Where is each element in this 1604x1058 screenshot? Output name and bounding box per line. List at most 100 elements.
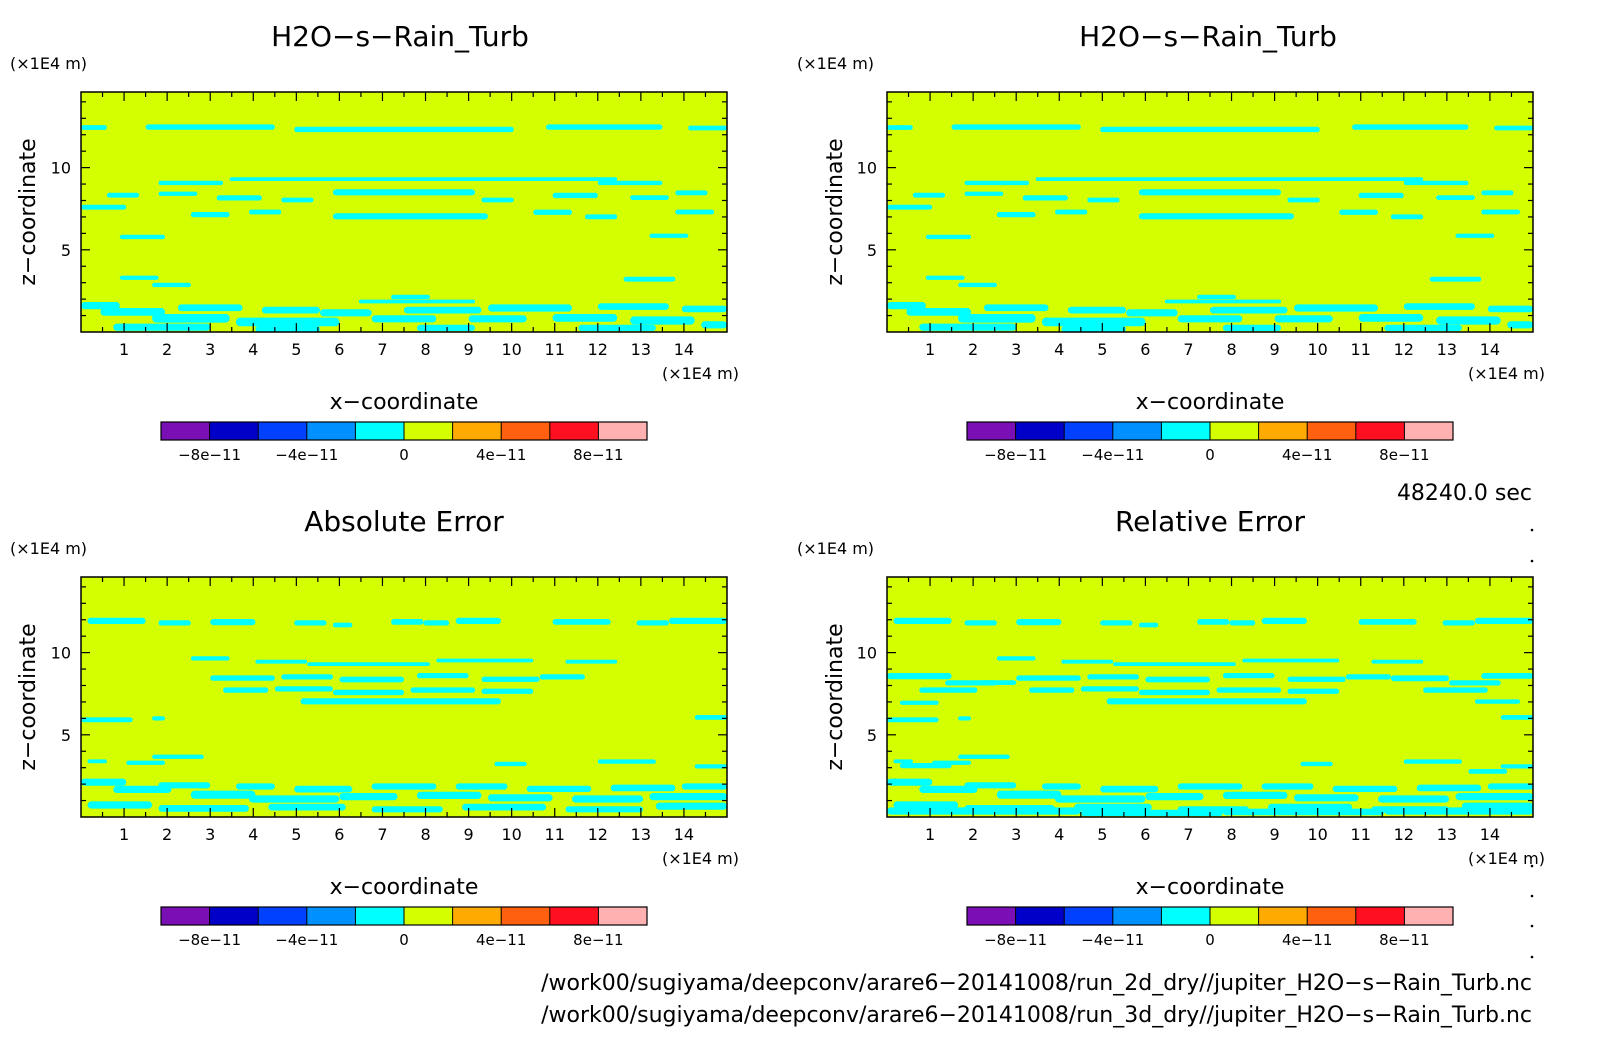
contour-region [1449, 680, 1501, 686]
contour-region [455, 783, 508, 790]
x-tick-label: 7 [1183, 825, 1193, 844]
colorbar-label: −4e−11 [275, 446, 338, 464]
x-tick-label: 9 [1270, 340, 1280, 359]
contour-region [1229, 620, 1256, 626]
contour-region [1067, 306, 1126, 314]
x-tick-label: 12 [588, 340, 608, 359]
contour-region [190, 656, 230, 661]
contour-region [1487, 783, 1533, 790]
contour-region [416, 324, 475, 331]
contour-region [1138, 689, 1210, 696]
contour-region [1358, 192, 1404, 199]
contour-region [1138, 213, 1294, 220]
contour-region [404, 306, 482, 314]
contour-region [977, 680, 1017, 685]
contour-region [1022, 195, 1068, 201]
colorbar-swatch [355, 422, 405, 440]
contour-region [190, 790, 256, 799]
x-tick-label: 13 [1437, 825, 1457, 844]
contour-region [481, 676, 540, 682]
y-tick-label: 10 [857, 159, 877, 178]
x-tick-label: 13 [631, 825, 651, 844]
contour-region [636, 620, 669, 626]
contour-region [126, 760, 165, 765]
x-tick-label: 6 [334, 825, 344, 844]
contour-region [249, 795, 340, 803]
colorbar-swatch [1307, 907, 1357, 925]
colorbar-swatch [209, 907, 259, 925]
colorbar-label: −4e−11 [275, 931, 338, 949]
footer-path-3d: /work00/sugiyama/deepconv/arare6−2014100… [541, 1003, 1532, 1028]
contour-region [552, 314, 618, 322]
colorbar-swatch [161, 907, 211, 925]
contour-region [1145, 676, 1210, 683]
x-tick-label: 3 [1011, 825, 1021, 844]
contour-region [223, 687, 269, 693]
contour-region [1100, 785, 1159, 793]
contour-region [1287, 688, 1340, 694]
x-axis-label: x−coordinate [1136, 875, 1285, 900]
contour-region [1087, 674, 1139, 680]
contour-region [983, 304, 1049, 312]
contour-region [332, 622, 353, 628]
x-tick-label: 1 [925, 825, 935, 844]
contour-region [320, 309, 372, 317]
contour-region [113, 323, 211, 331]
contour-region [1481, 209, 1521, 215]
x-tick-label: 8 [1226, 340, 1236, 359]
contour-region [113, 785, 172, 793]
colorbar-label: −8e−11 [178, 931, 241, 949]
panel-title: H2O−s−Rain_Turb [1079, 20, 1337, 53]
contour-region [1274, 315, 1333, 323]
x-tick-label: 13 [631, 340, 651, 359]
contour-region [887, 778, 933, 786]
contour-region [1455, 793, 1533, 801]
contour-region [887, 807, 1081, 815]
contour-region [158, 805, 249, 812]
y-unit-label: (×1E4 m) [10, 54, 87, 73]
contour-region [1042, 317, 1146, 327]
x-tick-label: 9 [464, 340, 474, 359]
colorbar-label: 0 [1205, 931, 1215, 949]
contour-region [919, 687, 978, 693]
contour-region [1442, 620, 1475, 626]
y-axis-label: z−coordinate [823, 138, 848, 285]
contour-region [294, 620, 327, 626]
contour-region [1500, 764, 1533, 769]
contour-region [145, 124, 275, 130]
contour-region [488, 794, 553, 802]
x-unit-label: (×1E4 m) [662, 849, 739, 868]
contour-region [649, 793, 727, 801]
panel-title: Absolute Error [304, 505, 504, 538]
x-tick-label: 6 [334, 340, 344, 359]
contour-region [281, 674, 333, 680]
x-tick-label: 1 [119, 340, 129, 359]
contour-region [307, 662, 430, 666]
y-unit-label: (×1E4 m) [797, 539, 874, 558]
colorbar-swatch [355, 907, 405, 925]
colorbar-swatch [1112, 907, 1162, 925]
contour-region [951, 124, 1081, 130]
x-tick-label: 5 [1097, 340, 1107, 359]
contour-region [1300, 761, 1333, 767]
contour-region [1294, 794, 1359, 802]
contour-region [1074, 803, 1152, 811]
contour-region [177, 304, 243, 312]
contour-region [1390, 214, 1424, 220]
x-tick-label: 5 [1097, 825, 1107, 844]
contour-region [668, 617, 727, 624]
contour-region [539, 674, 585, 680]
contour-region [964, 191, 1004, 196]
contour-region [371, 783, 437, 790]
contour-region [906, 308, 971, 316]
contour-region [584, 214, 618, 220]
contour-region [694, 764, 727, 769]
colorbar-swatch [306, 422, 356, 440]
contour-region [887, 125, 913, 130]
colorbar-label: −4e−11 [1081, 931, 1144, 949]
colorbar-swatch [967, 422, 1017, 440]
contour-region [1332, 785, 1398, 792]
contour-region [1507, 321, 1533, 329]
colorbar-swatch [1404, 422, 1454, 440]
